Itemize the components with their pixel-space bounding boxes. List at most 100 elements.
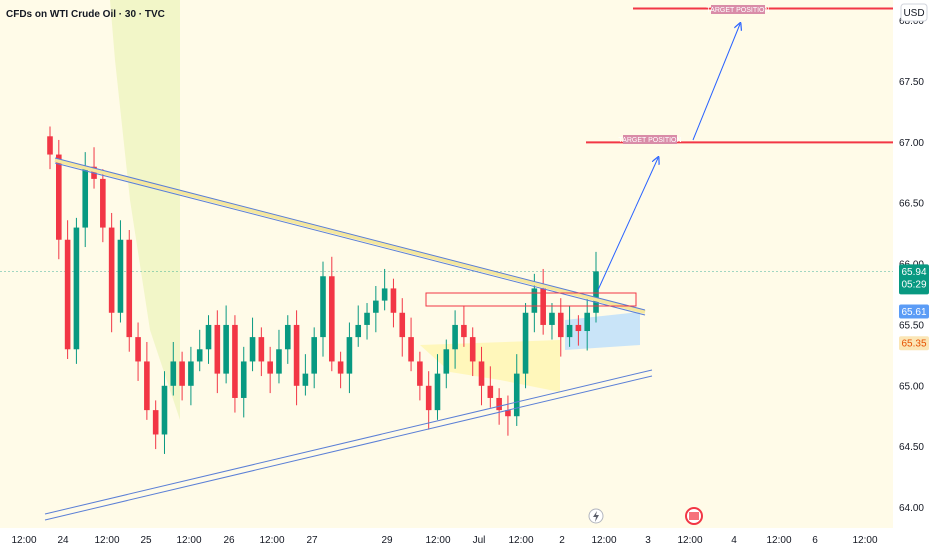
candle-body <box>417 361 423 386</box>
resistance-trendline <box>54 157 646 311</box>
candle <box>311 327 317 389</box>
candle <box>408 317 414 372</box>
cloud-band <box>110 0 180 420</box>
breakout-zone-box <box>425 292 637 307</box>
candle <box>117 220 124 323</box>
candle <box>196 329 203 372</box>
candle <box>505 395 511 436</box>
price-tag <box>899 304 929 319</box>
candle <box>267 346 273 394</box>
candle <box>337 351 344 389</box>
candle-body <box>205 324 212 350</box>
support-trendline <box>44 369 653 515</box>
candle-body <box>196 349 203 362</box>
candle <box>152 400 159 450</box>
candle <box>522 303 529 389</box>
candle-body <box>337 361 344 374</box>
candle <box>584 298 590 351</box>
candle-body <box>557 312 564 338</box>
resistance-trendline <box>54 162 646 316</box>
time-tick-label: 12:00 <box>425 535 450 546</box>
candle <box>64 220 71 360</box>
candle <box>108 212 115 333</box>
candle <box>487 366 494 408</box>
candle-body <box>144 361 150 411</box>
candle-body <box>469 337 476 362</box>
candle <box>293 310 300 406</box>
candle <box>346 322 353 394</box>
candle <box>373 285 379 333</box>
candle <box>575 315 582 346</box>
candle-body <box>56 154 62 240</box>
time-tick-label: 12:00 <box>591 535 616 546</box>
candle <box>144 341 150 420</box>
candle-body <box>188 361 194 386</box>
candles-layer: TARGET POSITION TARGET POSITION <box>44 5 893 521</box>
time-tick-label: 25 <box>140 535 152 546</box>
candle <box>223 305 229 384</box>
time-axis[interactable]: 12:00 24 12:00 25 12:00 26 12:00 27 29 12:00 Jul 12… <box>0 507 893 550</box>
candle <box>469 327 476 377</box>
candle <box>549 303 555 340</box>
candle <box>540 268 546 335</box>
currency-text: USD <box>903 8 924 19</box>
candle <box>161 371 168 454</box>
candle-body <box>505 410 511 417</box>
candle-body <box>329 276 335 362</box>
candle <box>320 261 326 357</box>
time-tick-label: 12:00 <box>766 535 791 546</box>
candle-body <box>161 385 168 435</box>
candle <box>179 351 185 401</box>
support-trendline <box>44 375 653 521</box>
candle-body <box>302 373 309 386</box>
time-tick-label: 12:00 <box>11 535 36 546</box>
candle <box>434 354 441 420</box>
candle <box>566 305 573 347</box>
candle <box>188 346 194 406</box>
chart-title-text: CFDs on WTI Crude Oil · 30 · TVC <box>6 9 165 20</box>
time-tick-label: 12:00 <box>176 535 201 546</box>
candle <box>461 305 467 347</box>
candle-body <box>461 324 467 338</box>
candle-body <box>575 324 582 332</box>
candle <box>258 327 265 377</box>
time-tick-label: 24 <box>57 535 69 546</box>
candle-body <box>478 361 485 386</box>
flag-event-icon-glyph <box>689 512 699 520</box>
price-tag-value: 65.94 <box>901 267 926 278</box>
candle <box>205 315 212 364</box>
time-axis-background <box>0 528 893 550</box>
candle-body <box>152 410 159 435</box>
candle-body <box>584 312 590 332</box>
candle <box>73 217 80 364</box>
price-tag-countdown: 05:29 <box>901 279 926 290</box>
projection-arrow <box>597 158 658 291</box>
time-tick-label: 6 <box>812 535 818 546</box>
candle-body <box>373 300 379 313</box>
price-tag <box>899 336 929 351</box>
cloud-band <box>565 312 640 350</box>
time-tick-label: 12:00 <box>259 535 284 546</box>
candle <box>443 339 450 389</box>
time-tick-label: 2 <box>559 535 565 546</box>
candle <box>452 310 458 369</box>
candle-body <box>434 373 441 411</box>
candle-body <box>47 136 53 155</box>
projection-arrow <box>692 24 740 141</box>
target-label-box <box>623 135 677 144</box>
price-tag <box>899 264 929 295</box>
candle <box>417 351 423 401</box>
candle-body <box>593 271 599 313</box>
candle <box>399 298 406 357</box>
candle-body <box>249 337 256 362</box>
candle-body <box>320 276 326 338</box>
candle-body <box>399 312 406 338</box>
candle <box>240 346 247 418</box>
candle-body <box>240 361 247 398</box>
price-tag-value: 65.35 <box>901 339 926 350</box>
candle-body <box>443 349 450 374</box>
candle <box>513 354 520 426</box>
currency-label[interactable]: USD <box>900 3 928 22</box>
